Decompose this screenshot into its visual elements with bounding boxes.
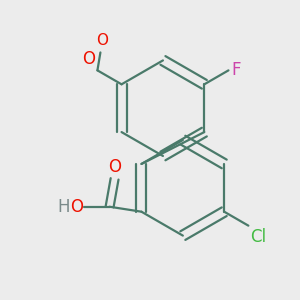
Text: O: O — [70, 198, 83, 216]
Text: Cl: Cl — [250, 228, 266, 246]
Text: O: O — [82, 50, 95, 68]
Text: O: O — [108, 158, 121, 176]
Text: H: H — [57, 198, 70, 216]
Text: O: O — [96, 34, 108, 49]
Text: F: F — [231, 61, 241, 80]
